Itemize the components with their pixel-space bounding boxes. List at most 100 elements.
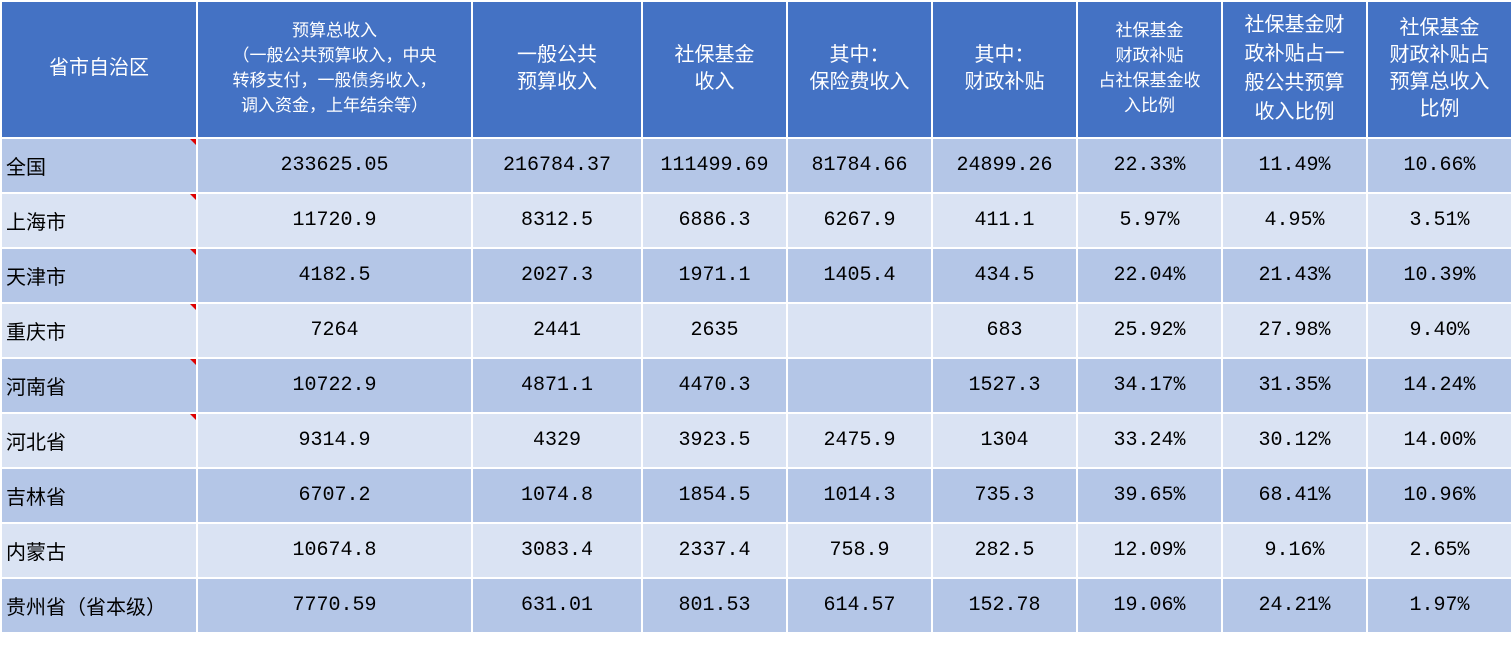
value-cell: 6267.9 [786,192,933,249]
header-line: （一般公共预算收入，中央 [232,47,437,67]
value-cell: 14.00% [1366,412,1511,469]
header-line: 保险费收入 [809,71,910,95]
value-cell: 24899.26 [931,137,1078,194]
header-line: 财政补贴占 [1389,44,1490,68]
header-cell: 其中： 财政补贴 [931,0,1078,139]
region-cell: 天津市 [0,247,198,304]
value-cell: 10674.8 [196,522,473,579]
value-cell: 19.06% [1076,577,1223,634]
value-cell: 11.49% [1221,137,1368,194]
value-cell: 2027.3 [471,247,643,304]
value-cell: 10.39% [1366,247,1511,304]
value-cell: 3083.4 [471,522,643,579]
header-line: 财政补贴 [964,71,1045,95]
value-cell: 39.65% [1076,467,1223,524]
header-cell: 其中： 保险费收入 [786,0,933,139]
value-cell: 2475.9 [786,412,933,469]
value-cell: 25.92% [1076,302,1223,359]
header-line: 转移支付，一般债务收入， [232,72,437,92]
value-cell: 111499.69 [641,137,788,194]
value-cell: 1.97% [1366,577,1511,634]
header-line: 般公共预算 [1244,72,1345,96]
region-cell: 河北省 [0,412,198,469]
value-cell: 14.24% [1366,357,1511,414]
value-cell: 11720.9 [196,192,473,249]
value-cell: 614.57 [786,577,933,634]
region-cell: 内蒙古 [0,522,198,579]
header-line: 社保基金 [674,44,755,68]
value-cell: 81784.66 [786,137,933,194]
value-cell: 8312.5 [471,192,643,249]
value-cell: 411.1 [931,192,1078,249]
region-cell: 全国 [0,137,198,194]
value-cell: 22.04% [1076,247,1223,304]
value-cell: 6886.3 [641,192,788,249]
value-cell: 5.97% [1076,192,1223,249]
header-line: 其中： [829,44,890,68]
table-row: 内蒙古 10674.8 3083.4 2337.4 758.9 282.5 12.09% 9.… [0,522,1511,579]
header-line: 预算总收入 [1389,71,1490,95]
header-line: 社保基金 [1115,22,1184,42]
header-line: 入比例 [1124,97,1175,117]
value-cell: 4470.3 [641,357,788,414]
value-cell: 1854.5 [641,467,788,524]
header-cell: 一般公共 预算收入 [471,0,643,139]
header-cell: 社保基金财 政补贴占一 般公共预算 收入比例 [1221,0,1368,139]
value-cell: 2337.4 [641,522,788,579]
value-cell [786,302,933,359]
header-line: 预算总收入 [292,22,377,42]
value-cell: 2635 [641,302,788,359]
header-line: 一般公共 [517,44,597,68]
table-row: 上海市 11720.9 8312.5 6886.3 6267.9 411.1 5.97% 4.… [0,192,1511,249]
value-cell: 152.78 [931,577,1078,634]
header-line: 占社保基金收 [1098,72,1201,92]
data-table: 省市自治区 预算总收入 （一般公共预算收入，中央 转移支付，一般债务收入， 调入资金，上… [0,0,1511,634]
value-cell: 4.95% [1221,192,1368,249]
value-cell: 24.21% [1221,577,1368,634]
value-cell: 2.65% [1366,522,1511,579]
value-cell: 1527.3 [931,357,1078,414]
value-cell: 30.12% [1221,412,1368,469]
value-cell: 1971.1 [641,247,788,304]
value-cell: 216784.37 [471,137,643,194]
value-cell: 10722.9 [196,357,473,414]
region-cell: 上海市 [0,192,198,249]
value-cell: 4329 [471,412,643,469]
value-cell: 758.9 [786,522,933,579]
value-cell: 9314.9 [196,412,473,469]
value-cell: 10.96% [1366,467,1511,524]
table-row: 重庆市 7264 2441 2635 683 25.92% 27.98% 9.40% [0,302,1511,359]
header-line: 调入资金，上年结余等） [241,97,428,117]
header-line: 比例 [1419,98,1460,122]
value-cell: 7264 [196,302,473,359]
value-cell: 282.5 [931,522,1078,579]
header-line: 其中： [974,44,1035,68]
value-cell: 9.40% [1366,302,1511,359]
header-cell: 预算总收入 （一般公共预算收入，中央 转移支付，一般债务收入， 调入资金，上年结余等） [196,0,473,139]
value-cell: 31.35% [1221,357,1368,414]
value-cell: 33.24% [1076,412,1223,469]
header-cell: 社保基金 收入 [641,0,788,139]
value-cell: 434.5 [931,247,1078,304]
header-line: 收入 [694,71,735,95]
header-line: 社保基金财 [1244,14,1345,38]
value-cell: 3923.5 [641,412,788,469]
table-row: 贵州省（省本级） 7770.59 631.01 801.53 614.57 152.78 1… [0,577,1511,634]
value-cell: 21.43% [1221,247,1368,304]
value-cell: 735.3 [931,467,1078,524]
table-row: 河南省 10722.9 4871.1 4470.3 1527.3 34.17% 31.35%… [0,357,1511,414]
value-cell: 4871.1 [471,357,643,414]
header-line: 预算收入 [517,71,597,95]
header-line: 收入比例 [1254,101,1335,125]
value-cell: 1014.3 [786,467,933,524]
region-cell: 重庆市 [0,302,198,359]
region-cell: 河南省 [0,357,198,414]
header-line: 社保基金 [1399,17,1480,41]
value-cell: 683 [931,302,1078,359]
value-cell: 7770.59 [196,577,473,634]
value-cell: 10.66% [1366,137,1511,194]
value-cell: 1405.4 [786,247,933,304]
value-cell: 34.17% [1076,357,1223,414]
header-cell: 社保基金 财政补贴 占社保基金收 入比例 [1076,0,1223,139]
